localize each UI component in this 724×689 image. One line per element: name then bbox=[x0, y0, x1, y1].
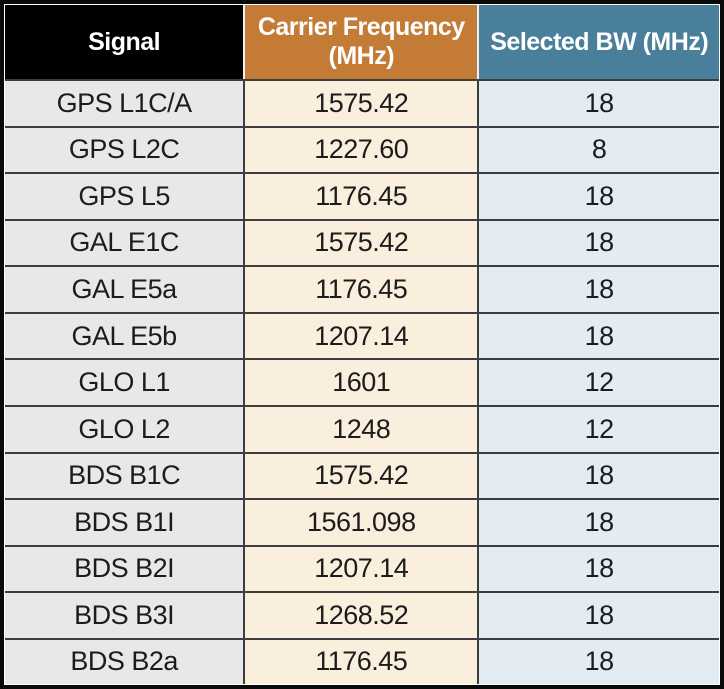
signal-cell: BDS B2I bbox=[5, 544, 246, 594]
table-row: BDS B2I 1207.14 18 bbox=[5, 544, 719, 594]
table-row: GAL E1C 1575.42 18 bbox=[5, 218, 719, 268]
carrier-frequency-cell: 1227.60 bbox=[243, 125, 480, 175]
selected-bw-cell: 18 bbox=[477, 218, 719, 268]
table-row: GLO L1 1601 12 bbox=[5, 358, 719, 407]
carrier-frequency-cell: 1176.45 bbox=[243, 172, 480, 221]
header-row: Signal Carrier Frequency (MHz) Selected … bbox=[5, 5, 719, 81]
signal-cell: GPS L2C bbox=[5, 125, 246, 175]
carrier-frequency-cell: 1561.098 bbox=[243, 498, 480, 547]
table-row: BDS B2a 1176.45 18 bbox=[5, 637, 719, 684]
table-body: GPS L1C/A 1575.42 18 GPS L2C 1227.60 8 GPS L5 1… bbox=[5, 79, 719, 684]
carrier-frequency-cell: 1207.14 bbox=[243, 311, 480, 361]
signal-cell: GPS L1C/A bbox=[5, 79, 246, 128]
selected-bw-cell: 18 bbox=[477, 498, 719, 547]
carrier-frequency-cell: 1176.45 bbox=[243, 265, 480, 314]
selected-bw-cell: 18 bbox=[477, 311, 719, 361]
carrier-frequency-cell: 1575.42 bbox=[243, 218, 480, 268]
selected-bw-cell: 12 bbox=[477, 404, 719, 454]
carrier-frequency-cell: 1248 bbox=[243, 404, 480, 454]
selected-bw-cell: 18 bbox=[477, 451, 719, 501]
table-row: GPS L1C/A 1575.42 18 bbox=[5, 79, 719, 128]
carrier-frequency-cell: 1207.14 bbox=[243, 544, 480, 594]
signal-cell: GLO L1 bbox=[5, 358, 246, 407]
selected-bw-cell: 8 bbox=[477, 125, 719, 175]
selected-bw-cell: 18 bbox=[477, 544, 719, 594]
selected-bw-cell: 18 bbox=[477, 591, 719, 640]
selected-bw-cell: 18 bbox=[477, 637, 719, 684]
carrier-frequency-cell: 1575.42 bbox=[243, 451, 480, 501]
carrier-frequency-cell: 1176.45 bbox=[243, 637, 480, 684]
selected-bw-cell: 12 bbox=[477, 358, 719, 407]
signal-cell: BDS B2a bbox=[5, 637, 246, 684]
table-row: GAL E5b 1207.14 18 bbox=[5, 311, 719, 361]
table-row: GLO L2 1248 12 bbox=[5, 404, 719, 454]
column-header-carrier-frequency: Carrier Frequency (MHz) bbox=[243, 5, 480, 81]
table-row: GPS L5 1176.45 18 bbox=[5, 172, 719, 221]
selected-bw-cell: 18 bbox=[477, 79, 719, 128]
table-row: BDS B1C 1575.42 18 bbox=[5, 451, 719, 501]
carrier-frequency-cell: 1268.52 bbox=[243, 591, 480, 640]
carrier-frequency-cell: 1601 bbox=[243, 358, 480, 407]
signal-cell: BDS B3I bbox=[5, 591, 246, 640]
table-row: GPS L2C 1227.60 8 bbox=[5, 125, 719, 175]
table-header: Signal Carrier Frequency (MHz) Selected … bbox=[5, 5, 719, 81]
table-row: BDS B3I 1268.52 18 bbox=[5, 591, 719, 640]
column-header-selected-bw: Selected BW (MHz) bbox=[477, 5, 719, 81]
signal-cell: GAL E5a bbox=[5, 265, 246, 314]
signal-cell: GAL E5b bbox=[5, 311, 246, 361]
table-row: GAL E5a 1176.45 18 bbox=[5, 265, 719, 314]
selected-bw-cell: 18 bbox=[477, 265, 719, 314]
signal-cell: BDS B1I bbox=[5, 498, 246, 547]
signal-cell: GPS L5 bbox=[5, 172, 246, 221]
carrier-frequency-cell: 1575.42 bbox=[243, 79, 480, 128]
signal-cell: GLO L2 bbox=[5, 404, 246, 454]
selected-bw-cell: 18 bbox=[477, 172, 719, 221]
signal-bandwidth-table: Signal Carrier Frequency (MHz) Selected … bbox=[5, 5, 719, 684]
table-row: BDS B1I 1561.098 18 bbox=[5, 498, 719, 547]
signal-cell: BDS B1C bbox=[5, 451, 246, 501]
column-header-signal: Signal bbox=[5, 5, 246, 81]
signal-cell: GAL E1C bbox=[5, 218, 246, 268]
